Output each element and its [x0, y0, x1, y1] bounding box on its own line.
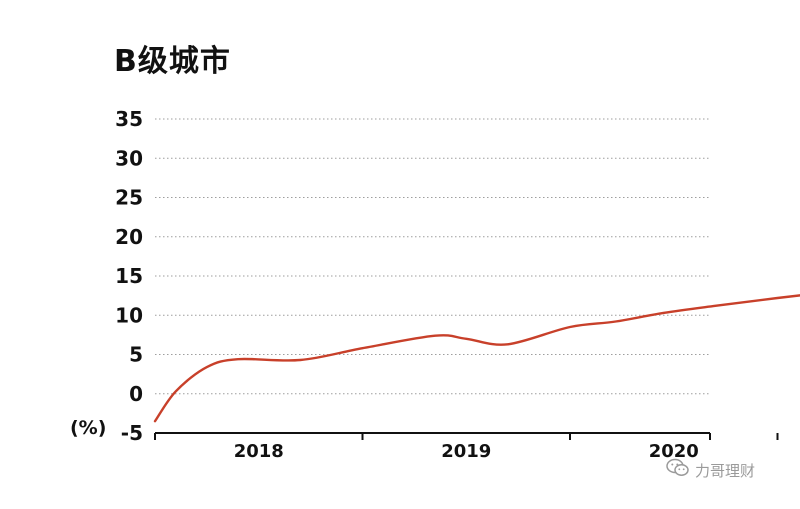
y-tick-label: 25 — [115, 186, 143, 210]
y-tick-label: 15 — [115, 264, 143, 288]
x-tick-label: 2020 — [649, 441, 699, 462]
watermark: 力哥理财 — [666, 458, 755, 482]
y-tick-label: 5 — [129, 343, 143, 367]
y-tick-label: 20 — [115, 225, 143, 249]
y-axis-unit-label: (%) — [70, 417, 107, 439]
y-tick-label: 35 — [115, 107, 143, 131]
series-line — [153, 294, 800, 423]
y-tick-label: 10 — [115, 303, 143, 327]
y-tick-label: -5 — [121, 421, 143, 445]
y-tick-label: 30 — [115, 146, 143, 170]
y-tick-label: 0 — [129, 382, 143, 406]
wechat-icon — [666, 458, 690, 482]
watermark-text: 力哥理财 — [695, 461, 756, 480]
x-tick-label: 2018 — [234, 441, 284, 462]
chart-title: B级城市 — [114, 44, 231, 79]
x-tick-label: 2019 — [441, 441, 491, 462]
